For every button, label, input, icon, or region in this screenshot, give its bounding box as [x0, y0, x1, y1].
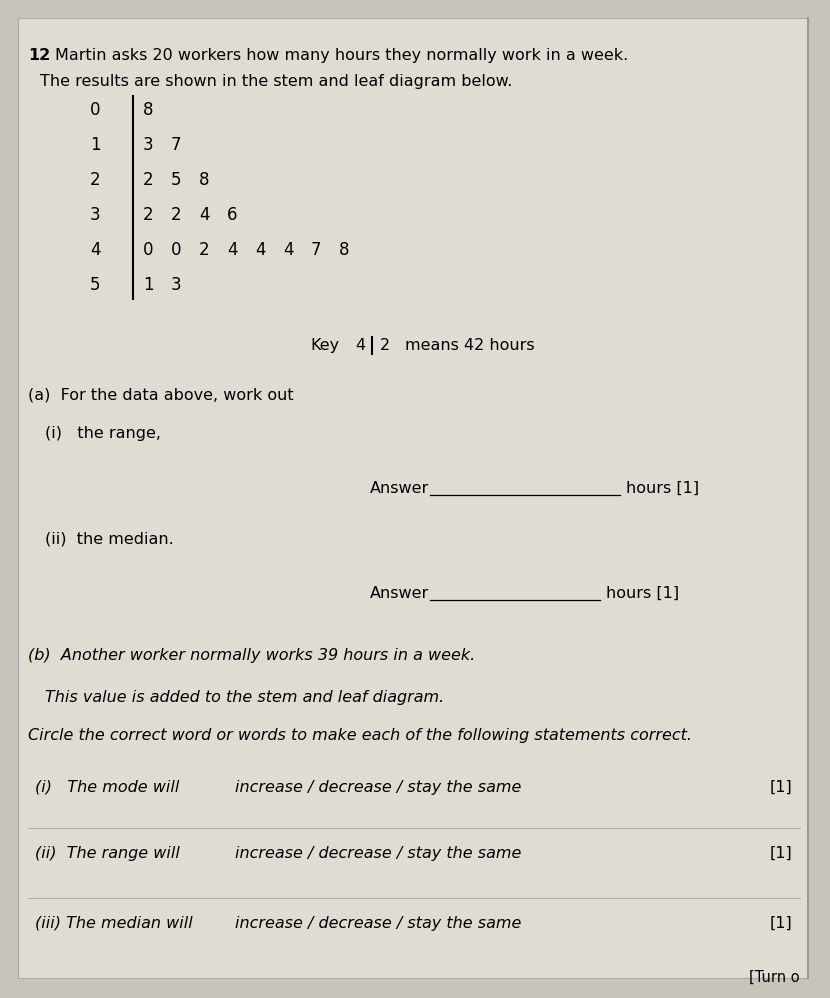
Text: increase / decrease / stay the same: increase / decrease / stay the same [235, 846, 521, 861]
Text: 4: 4 [355, 338, 365, 353]
Text: 1: 1 [143, 276, 154, 294]
Text: 2: 2 [90, 171, 100, 189]
Text: 8: 8 [339, 241, 349, 259]
Text: 3: 3 [171, 276, 181, 294]
FancyBboxPatch shape [18, 18, 808, 978]
Text: 2: 2 [143, 206, 154, 224]
Text: 0: 0 [171, 241, 181, 259]
Text: The results are shown in the stem and leaf diagram below.: The results are shown in the stem and le… [40, 74, 512, 89]
Text: hours [1]: hours [1] [626, 481, 699, 496]
Text: increase / decrease / stay the same: increase / decrease / stay the same [235, 780, 521, 795]
Text: (a)  For the data above, work out: (a) For the data above, work out [28, 388, 294, 403]
Text: (i)   The mode will: (i) The mode will [35, 780, 179, 795]
Text: 3: 3 [90, 206, 100, 224]
Text: (iii) The median will: (iii) The median will [35, 916, 193, 931]
Text: 8: 8 [143, 101, 154, 119]
Text: 4: 4 [198, 206, 209, 224]
Text: 0: 0 [143, 241, 154, 259]
Text: (i)   the range,: (i) the range, [45, 426, 161, 441]
Text: 12: 12 [28, 48, 51, 63]
Text: [1]: [1] [769, 846, 792, 861]
Text: 6: 6 [227, 206, 237, 224]
Text: Key: Key [310, 338, 339, 353]
Text: increase / decrease / stay the same: increase / decrease / stay the same [235, 916, 521, 931]
Text: Circle the correct word or words to make each of the following statements correc: Circle the correct word or words to make… [28, 728, 692, 743]
Text: 4: 4 [227, 241, 237, 259]
Text: 2: 2 [171, 206, 181, 224]
Text: (ii)  the median.: (ii) the median. [45, 531, 173, 546]
Text: 2: 2 [198, 241, 209, 259]
Text: 1: 1 [90, 136, 100, 154]
Text: 8: 8 [198, 171, 209, 189]
Text: [Turn o: [Turn o [749, 970, 800, 985]
Text: (ii)  The range will: (ii) The range will [35, 846, 180, 861]
Text: 5: 5 [90, 276, 100, 294]
Text: 4: 4 [90, 241, 100, 259]
Text: Martin asks 20 workers how many hours they normally work in a week.: Martin asks 20 workers how many hours th… [55, 48, 628, 63]
Text: 7: 7 [171, 136, 181, 154]
Text: 4: 4 [283, 241, 293, 259]
Text: This value is added to the stem and leaf diagram.: This value is added to the stem and leaf… [45, 690, 444, 705]
Text: 0: 0 [90, 101, 100, 119]
Text: [1]: [1] [769, 780, 792, 795]
Text: means 42 hours: means 42 hours [405, 338, 535, 353]
Text: Answer: Answer [370, 586, 429, 601]
Text: 5: 5 [171, 171, 181, 189]
Text: 3: 3 [143, 136, 154, 154]
Text: 2: 2 [143, 171, 154, 189]
Text: 4: 4 [255, 241, 266, 259]
Text: 7: 7 [310, 241, 321, 259]
Text: 2: 2 [380, 338, 390, 353]
Text: [1]: [1] [769, 916, 792, 931]
Text: hours [1]: hours [1] [606, 586, 679, 601]
Text: Answer: Answer [370, 481, 429, 496]
Text: (b)  Another worker normally works 39 hours in a week.: (b) Another worker normally works 39 hou… [28, 648, 476, 663]
